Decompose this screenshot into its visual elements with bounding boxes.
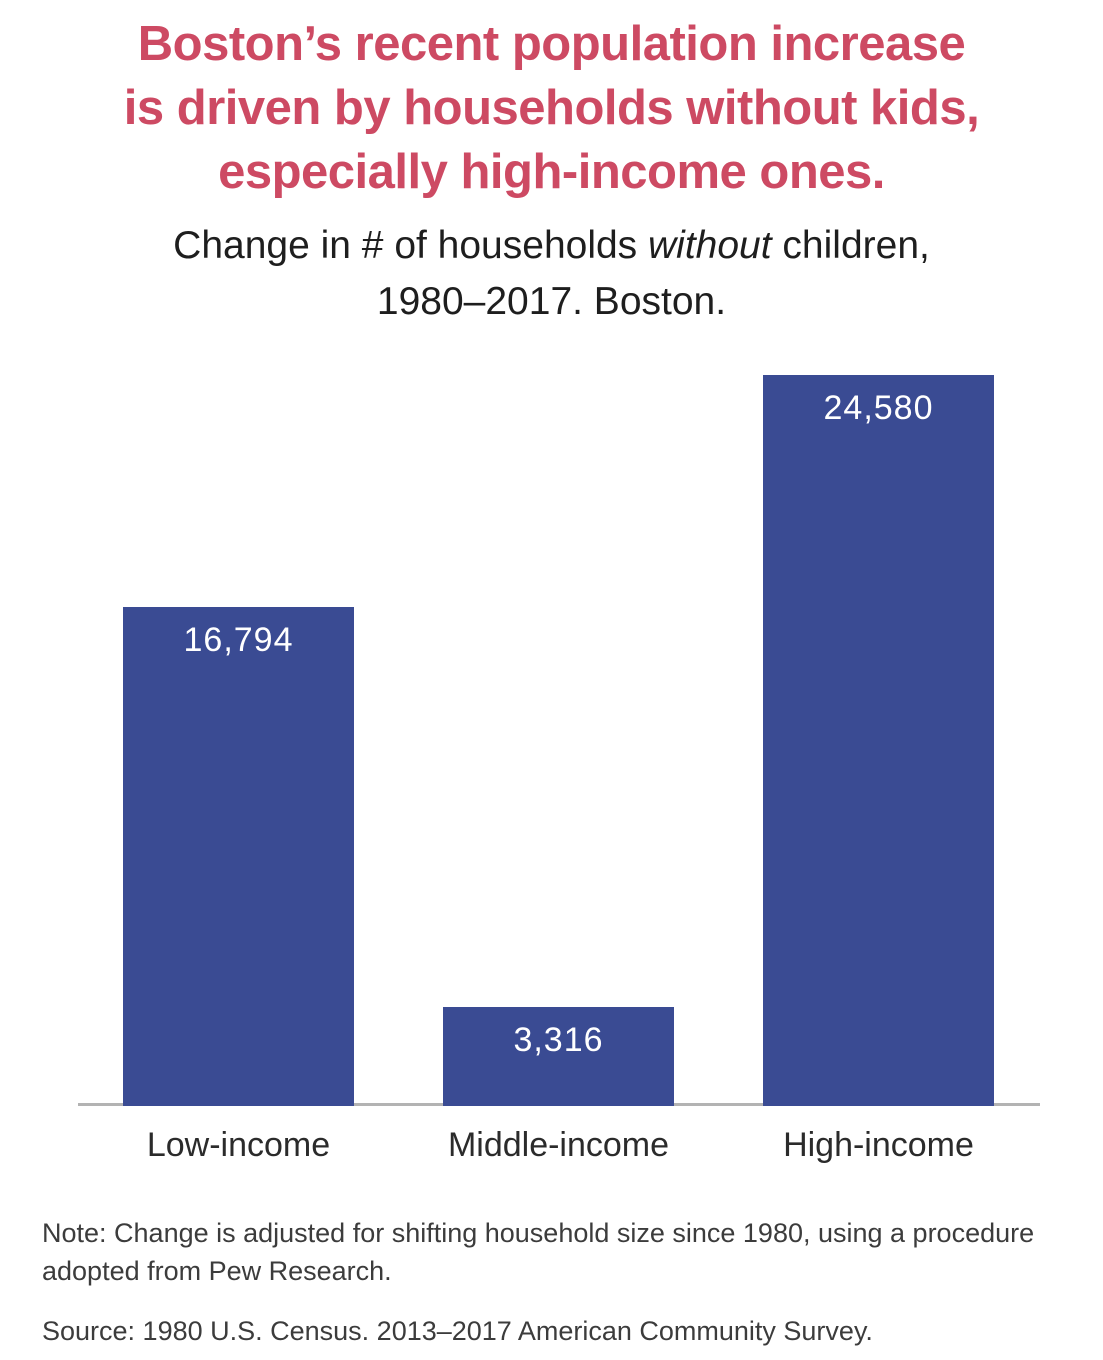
bar-chart: 16,794 3,316 24,580 [0, 346, 1103, 1106]
bar-value-label-middle: 3,316 [513, 1021, 604, 1059]
category-axis: Low-income Middle-income High-income [0, 1106, 1103, 1170]
bar-value-label-high: 24,580 [823, 389, 934, 427]
chart-subtitle: Change in # of households without childr… [0, 218, 1103, 330]
chart-title: Boston’s recent population increase is d… [0, 0, 1103, 204]
chart-title-line-1: Boston’s recent population increase [137, 17, 966, 71]
subtitle-text-suffix: children, [771, 224, 930, 267]
subtitle-text-italic: without [648, 224, 772, 267]
category-label-low-income: Low-income [146, 1126, 331, 1164]
bar-middle-income: 3,316 [443, 1007, 674, 1106]
bar-value-label-low: 16,794 [183, 621, 294, 659]
bar-low-income: 16,794 [123, 607, 354, 1106]
source-text: Source: 1980 U.S. Census. 2013–2017 Amer… [42, 1316, 873, 1346]
chart-title-line-3: especially high-income ones. [218, 145, 885, 199]
bar-high-income: 24,580 [763, 375, 994, 1106]
chart-title-line-2: is driven by households without kids, [123, 81, 980, 135]
subtitle-text-prefix: Change in # of households [173, 224, 649, 267]
category-label-middle-income: Middle-income [447, 1126, 670, 1164]
category-label-high-income: High-income [783, 1126, 974, 1164]
chart-subtitle-line-2: 1980–2017. Boston. [376, 280, 727, 323]
note-text: Note: Change is adjusted for shifting ho… [42, 1218, 1035, 1286]
chart-subtitle-line-1: Change in # of households without childr… [0, 218, 1103, 274]
